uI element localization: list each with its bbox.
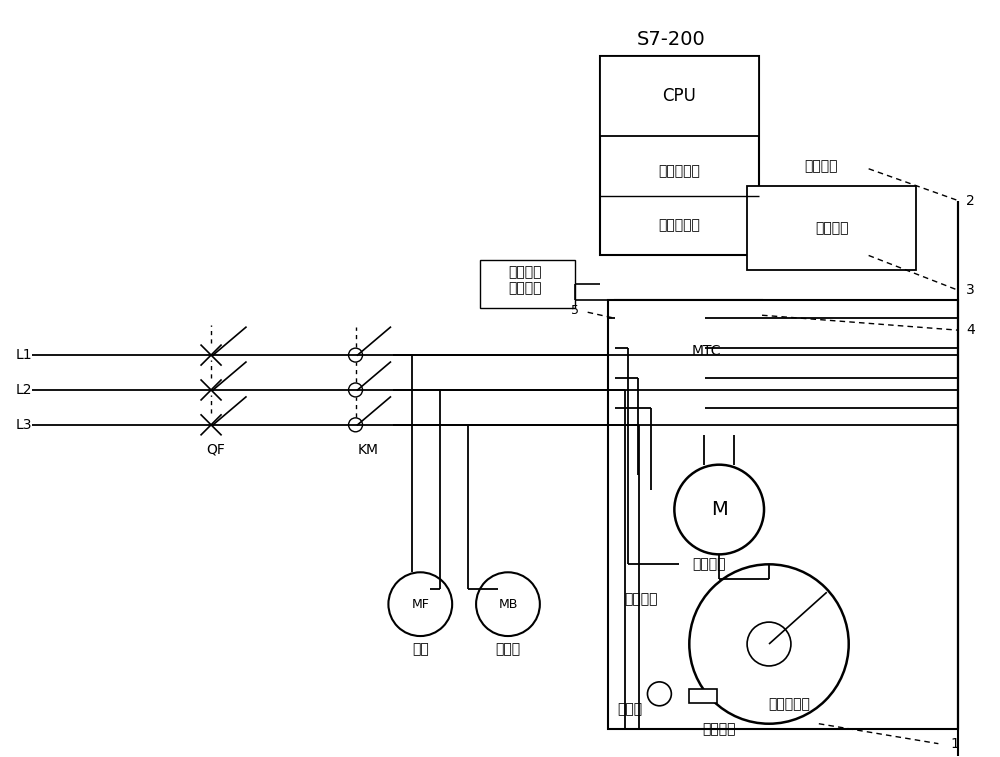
Text: 1: 1 [950,737,959,751]
Text: L2: L2 [16,383,32,397]
Circle shape [689,564,849,724]
Circle shape [349,348,363,362]
Bar [480,260,575,308]
Text: L3: L3 [16,418,32,431]
Bar [600,56,759,255]
Circle shape [693,372,705,384]
Text: 2: 2 [966,194,975,207]
Text: 电压反馈: 电压反馈 [815,221,849,235]
Circle shape [674,465,764,554]
Text: 卷筒电机: 卷筒电机 [692,557,726,572]
Text: 自动调节
追加给定: 自动调节 追加给定 [508,265,542,295]
Bar [747,185,916,270]
Text: 模拟量输入: 模拟量输入 [658,164,700,178]
Bar [608,301,958,729]
Text: MTC: MTC [691,344,721,358]
Text: S7-200: S7-200 [637,30,706,48]
Text: 3: 3 [966,283,975,298]
Text: 4: 4 [966,323,975,337]
Text: MF: MF [411,598,429,611]
Circle shape [476,572,540,636]
Text: 导向轮: 导向轮 [617,702,642,716]
Text: M: M [711,500,728,519]
Text: MB: MB [498,598,518,611]
Bar [600,56,759,136]
Text: L1: L1 [15,348,32,362]
Circle shape [638,342,650,354]
Text: 拉力反馈: 拉力反馈 [804,159,837,173]
Circle shape [693,312,705,324]
Text: 风机: 风机 [412,642,429,656]
Text: 电缆卷盘: 电缆卷盘 [625,592,658,606]
Circle shape [638,312,650,324]
Circle shape [747,622,791,666]
Circle shape [647,682,671,706]
Circle shape [693,402,705,414]
Circle shape [638,372,650,384]
Text: 模拟量输出: 模拟量输出 [658,219,700,232]
Text: 压力传感器: 压力传感器 [768,696,810,711]
Bar [689,689,717,702]
Circle shape [349,383,363,397]
Circle shape [388,572,452,636]
Bar [615,301,762,435]
Text: QF: QF [207,443,225,456]
Circle shape [693,342,705,354]
Text: 制动器: 制动器 [495,642,521,656]
Text: KM: KM [358,443,379,456]
Text: 5: 5 [571,304,579,316]
Circle shape [638,402,650,414]
Text: 移动电缆: 移动电缆 [702,721,736,736]
Circle shape [349,418,363,431]
Text: CPU: CPU [662,87,696,105]
